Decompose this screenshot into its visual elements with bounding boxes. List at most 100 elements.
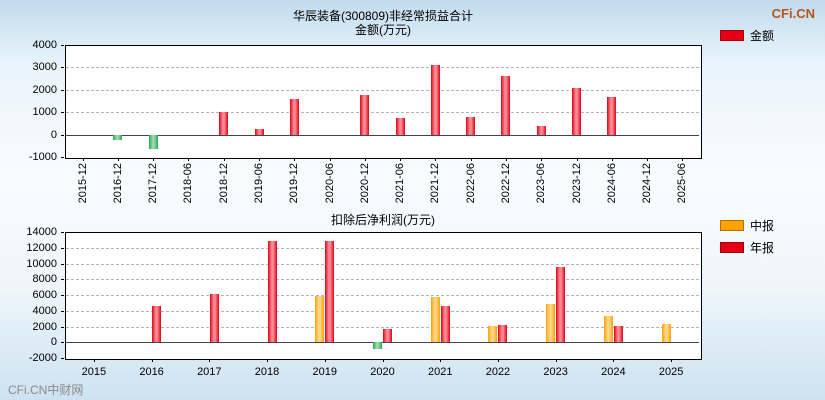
bar-中报-2020: [373, 342, 382, 350]
y-axis-tick: [61, 45, 64, 46]
x-axis-tick: [209, 359, 211, 362]
x-axis-tick: [647, 158, 649, 161]
y-tick-label: -1000: [28, 151, 57, 163]
y-tick-label: 10000: [26, 257, 57, 270]
x-tick-label: 2021-06: [394, 163, 407, 204]
bar-金额-2022-06: [466, 116, 476, 135]
y-axis-tick: [61, 232, 64, 233]
cfi-site-watermark: CFi.CN中财网: [8, 383, 84, 397]
bottom-chart-legend: 中报 年报: [720, 217, 774, 261]
zero-line: [66, 134, 699, 136]
y-axis-tick: [61, 247, 64, 249]
bar-金额-2023-06: [536, 125, 546, 135]
x-axis-tick: [188, 158, 190, 161]
x-tick-label: 2020: [370, 366, 395, 378]
gridline: [66, 310, 699, 312]
gridline: [66, 247, 699, 249]
bar-年报-2020: [383, 328, 392, 343]
x-axis-tick: [267, 359, 269, 362]
y-axis-tick: [61, 295, 64, 296]
x-axis-tick: [259, 158, 261, 161]
y-tick-label: 1000: [32, 106, 57, 119]
bar-金额-2019-12: [289, 98, 299, 135]
x-tick-label: 2021-12: [429, 163, 442, 204]
bar-中报-2021: [430, 296, 440, 343]
x-tick-label: 2022-06: [464, 163, 477, 204]
gridline: [66, 295, 699, 296]
x-axis-tick: [435, 158, 437, 161]
x-tick-label: 2025-06: [676, 163, 689, 204]
y-tick-label: 2000: [32, 83, 57, 96]
x-axis-tick: [151, 359, 153, 362]
x-axis-tick: [541, 158, 543, 161]
legend-label-amount: 金额: [750, 29, 775, 43]
bar-金额-2018-12: [219, 112, 229, 135]
top-chart-subtitle: 金额(万元): [355, 23, 411, 37]
legend-swatch-annual: [720, 242, 744, 253]
y-tick-label: 0: [50, 128, 57, 141]
y-tick-label: 0: [50, 336, 57, 349]
gridline: [66, 112, 699, 114]
y-axis-tick: [61, 67, 64, 69]
x-axis-tick: [324, 359, 326, 362]
x-tick-label: 2019-12: [288, 163, 301, 204]
bar-金额-2019-06: [254, 128, 264, 135]
bar-中报-2025: [661, 324, 671, 343]
bar-金额-2021-06: [395, 117, 405, 135]
y-axis-tick: [61, 157, 64, 158]
y-axis-tick: [61, 326, 64, 328]
x-axis-tick: [93, 359, 95, 362]
bar-金额-2024-06: [607, 96, 617, 135]
x-axis-tick: [223, 158, 225, 161]
top-chart-legend: 金额: [720, 27, 774, 49]
plot-area: [65, 45, 702, 159]
bar-年报-2022: [498, 324, 508, 343]
x-tick-label: 2017: [197, 366, 222, 378]
bar-中报-2023: [546, 303, 556, 343]
x-tick-label: 2023: [543, 366, 568, 378]
gridline: [66, 67, 699, 69]
x-tick-label: 2022: [485, 366, 511, 378]
bar-年报-2016: [152, 306, 162, 343]
legend-item-annual: 年报: [720, 239, 774, 256]
bar-金额-2022-12: [501, 76, 511, 135]
bar-金额-2020-12: [360, 95, 370, 135]
legend-label-interim: 中报: [750, 219, 775, 233]
x-tick-label: 2020-06: [323, 163, 336, 204]
y-tick-label: 12000: [26, 241, 57, 254]
x-axis-tick: [117, 158, 119, 161]
x-tick-label: 2024-12: [641, 163, 654, 204]
x-axis-tick: [364, 158, 366, 161]
bar-年报-2023: [556, 266, 566, 343]
bar-年报-2021: [440, 306, 450, 343]
y-tick-label: 8000: [32, 273, 57, 286]
x-tick-label: 2019-06: [253, 163, 266, 204]
x-axis-tick: [382, 359, 384, 362]
x-tick-label: 2016-12: [111, 163, 124, 204]
bar-年报-2017: [209, 294, 219, 343]
x-tick-label: 2018: [254, 366, 280, 378]
bar-中报-2019: [315, 295, 325, 343]
y-tick-label: 4000: [32, 304, 57, 317]
bar-金额-2017-12: [148, 134, 158, 150]
x-tick-label: 2023-06: [535, 163, 548, 204]
gridline: [66, 279, 699, 281]
x-axis-tick: [470, 158, 472, 161]
zero-line: [66, 342, 699, 344]
y-axis-tick: [61, 134, 64, 136]
y-axis-tick: [61, 112, 64, 114]
y-axis-tick: [61, 279, 64, 281]
x-tick-label: 2017-12: [147, 163, 160, 204]
y-axis-tick: [61, 310, 64, 312]
bar-年报-2018: [267, 240, 277, 343]
x-tick-label: 2021: [427, 366, 453, 378]
bar-中报-2024: [603, 316, 613, 343]
x-axis-tick: [440, 359, 442, 362]
x-tick-label: 2018-06: [182, 163, 195, 204]
x-axis-tick: [400, 158, 402, 161]
legend-item-amount: 金额: [720, 27, 774, 44]
cfi-logo-watermark: CFi.CN: [771, 6, 815, 21]
bar-中报-2022: [488, 325, 498, 343]
x-tick-label: 2025: [658, 366, 684, 378]
